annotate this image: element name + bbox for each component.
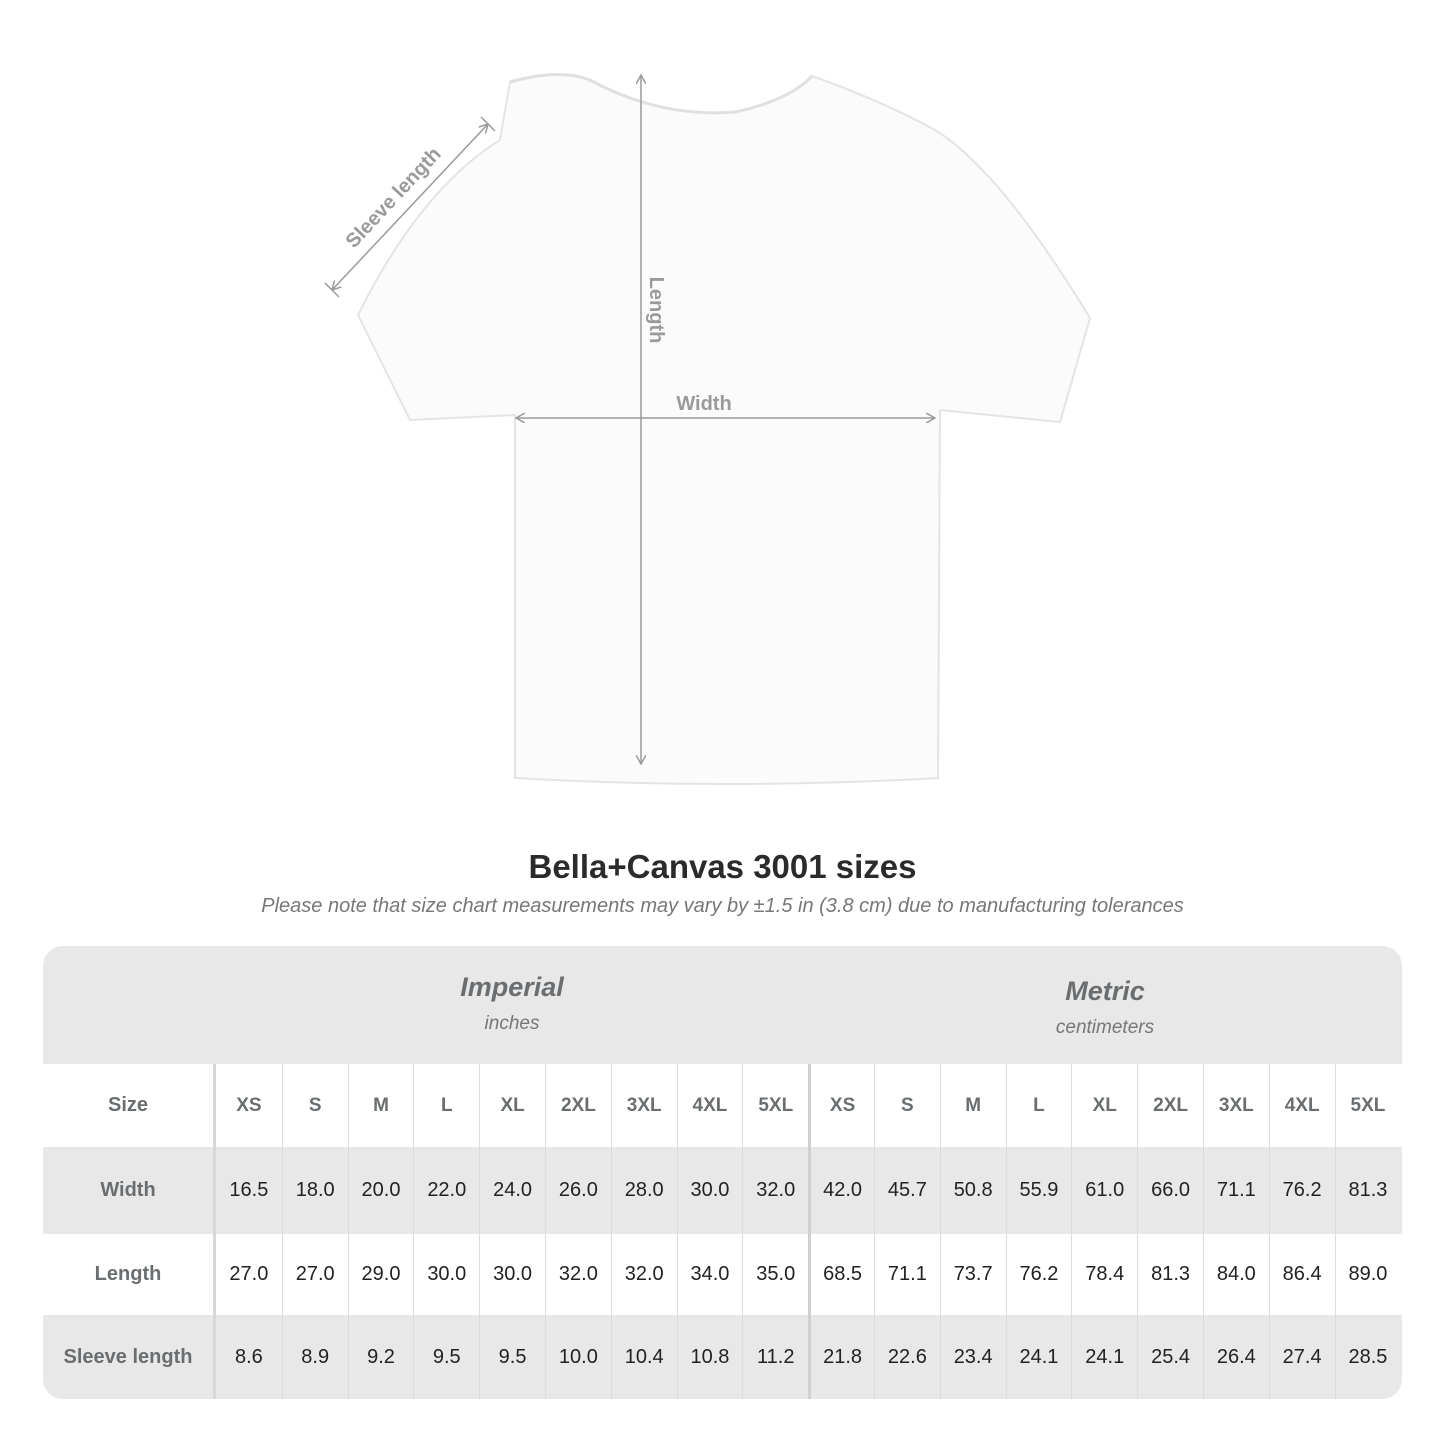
metric-header: Metric centimeters	[808, 946, 1402, 1064]
value-cell-imperial: 32.0	[544, 1234, 611, 1315]
value-cell-metric: 28.5	[1334, 1315, 1401, 1399]
value-cell-imperial: 11.2	[742, 1315, 808, 1399]
size-header-imperial: 2XL	[544, 1064, 611, 1147]
value-cell-imperial: 9.5	[413, 1315, 479, 1399]
size-header-metric: 4XL	[1268, 1064, 1335, 1147]
tshirt-body	[356, 73, 1092, 785]
value-cell-imperial: 30.0	[479, 1234, 545, 1315]
table-row: Sleeve length 8.6 8.9 9.2 9.5 9.5 10.0 10.4 10.8…	[43, 1315, 1402, 1399]
size-header-metric: 5XL	[1334, 1064, 1401, 1147]
value-cell-metric: 25.4	[1137, 1315, 1203, 1399]
size-header-metric: XS	[808, 1064, 874, 1147]
value-cell-metric: 27.4	[1268, 1315, 1335, 1399]
value-cell-imperial: 8.9	[281, 1315, 348, 1399]
value-cell-imperial: 32.0	[610, 1234, 677, 1315]
imperial-label: Imperial	[460, 972, 564, 1002]
metric-unit: centimeters	[1055, 1017, 1155, 1038]
metric-label: Metric	[1065, 976, 1145, 1006]
value-cell-imperial: 34.0	[676, 1234, 743, 1315]
value-cell-metric: 24.1	[1071, 1315, 1137, 1399]
value-cell-imperial: 24.0	[479, 1147, 545, 1234]
value-cell-imperial: 32.0	[742, 1147, 808, 1234]
size-header-imperial: 3XL	[610, 1064, 677, 1147]
length-label: Length	[645, 277, 667, 344]
size-header-metric: 2XL	[1137, 1064, 1203, 1147]
table-row: Length 27.0 27.0 29.0 30.0 30.0 32.0 32.0 34.0 35…	[43, 1234, 1402, 1315]
value-cell-metric: 86.4	[1268, 1234, 1335, 1315]
value-cell-imperial: 8.6	[234, 1345, 263, 1368]
size-header-imperial: M	[347, 1064, 414, 1147]
size-header-imperial: S	[281, 1064, 348, 1147]
tolerance-note: Please note that size chart measurements…	[261, 895, 1184, 917]
value-cell-imperial: 9.2	[347, 1315, 414, 1399]
value-cell-imperial: 10.4	[610, 1315, 677, 1399]
value-cell-imperial: 30.0	[676, 1147, 743, 1234]
value-cell-metric: 50.8	[939, 1147, 1006, 1234]
tshirt-collar	[509, 73, 814, 115]
size-header-imperial: L	[413, 1064, 479, 1147]
value-cell-metric: 61.0	[1071, 1147, 1137, 1234]
chart-title: Bella+Canvas 3001 sizes	[528, 848, 917, 885]
value-cell-imperial: 27.0	[229, 1263, 269, 1285]
value-cell-metric: 45.7	[873, 1147, 940, 1234]
value-cell-metric: 81.3	[1137, 1234, 1203, 1315]
value-cell-metric: 84.0	[1202, 1234, 1269, 1315]
size-header-metric: 3XL	[1202, 1064, 1269, 1147]
value-cell-metric: 42.0	[808, 1147, 874, 1234]
row-label: Length	[43, 1234, 216, 1315]
value-cell-imperial: 10.0	[544, 1315, 611, 1399]
size-header-metric: M	[939, 1064, 1006, 1147]
value-cell-imperial: 10.8	[676, 1315, 743, 1399]
value-cell-metric: 71.1	[1202, 1147, 1269, 1234]
value-cell-imperial: 20.0	[347, 1147, 414, 1234]
value-cell-metric: 55.9	[1005, 1147, 1072, 1234]
size-header-metric: XL	[1071, 1064, 1137, 1147]
value-cell-imperial: 22.0	[413, 1147, 479, 1234]
value-cell-imperial: 29.0	[347, 1234, 414, 1315]
sleeve-arrow	[332, 124, 488, 290]
size-header-imperial: 4XL	[676, 1064, 743, 1147]
row-label: Size	[43, 1064, 216, 1147]
tshirt-diagram: Width Length Sleeve length	[324, 73, 1092, 785]
value-cell-metric: 73.7	[939, 1234, 1006, 1315]
value-cell-metric: 24.1	[1005, 1315, 1072, 1399]
value-cell-metric: 71.1	[873, 1234, 940, 1315]
value-cell-imperial: 16.5	[229, 1179, 269, 1201]
value-cell-metric: 78.4	[1071, 1234, 1137, 1315]
value-cell-imperial: 9.5	[479, 1315, 545, 1399]
value-cell-metric: 21.8	[808, 1315, 874, 1399]
imperial-header: Imperial inches	[216, 946, 808, 1064]
value-cell-metric: 66.0	[1137, 1147, 1203, 1234]
value-cell-metric: 89.0	[1334, 1234, 1401, 1315]
value-cell-metric: 76.2	[1268, 1147, 1335, 1234]
value-cell-imperial: 27.0	[281, 1234, 348, 1315]
value-cell-metric: 76.2	[1005, 1234, 1072, 1315]
value-cell-imperial: 18.0	[281, 1147, 348, 1234]
value-cell-metric: 23.4	[939, 1315, 1006, 1399]
imperial-unit: inches	[484, 1013, 540, 1034]
value-cell-metric: 68.5	[808, 1234, 874, 1315]
value-cell-metric: 81.3	[1334, 1147, 1401, 1234]
size-table: Imperial inches Metric centimeters Size X…	[43, 946, 1402, 1399]
size-header-row: Size XS S M L XL 2XL 3XL 4XL 5XL XS S M L XL 2XL 3XL 4XL 5…	[43, 1064, 1402, 1147]
value-cell-metric: 22.6	[873, 1315, 940, 1399]
size-header-imperial: 5XL	[742, 1064, 808, 1147]
size-header-metric: L	[1005, 1064, 1072, 1147]
row-label: Width	[43, 1147, 216, 1234]
value-cell-metric: 26.4	[1202, 1315, 1269, 1399]
size-header-imperial: XS	[236, 1094, 262, 1116]
table-row: Width 16.5 18.0 20.0 22.0 24.0 26.0 28.0 30.0 32.…	[43, 1147, 1402, 1234]
row-label: Sleeve length	[43, 1315, 216, 1399]
value-cell-imperial: 26.0	[544, 1147, 611, 1234]
value-cell-imperial: 35.0	[742, 1234, 808, 1315]
value-cell-imperial: 28.0	[610, 1147, 677, 1234]
size-header-metric: S	[873, 1064, 940, 1147]
width-label: Width	[676, 393, 731, 415]
value-cell-imperial: 30.0	[413, 1234, 479, 1315]
size-header-imperial: XL	[479, 1064, 545, 1147]
